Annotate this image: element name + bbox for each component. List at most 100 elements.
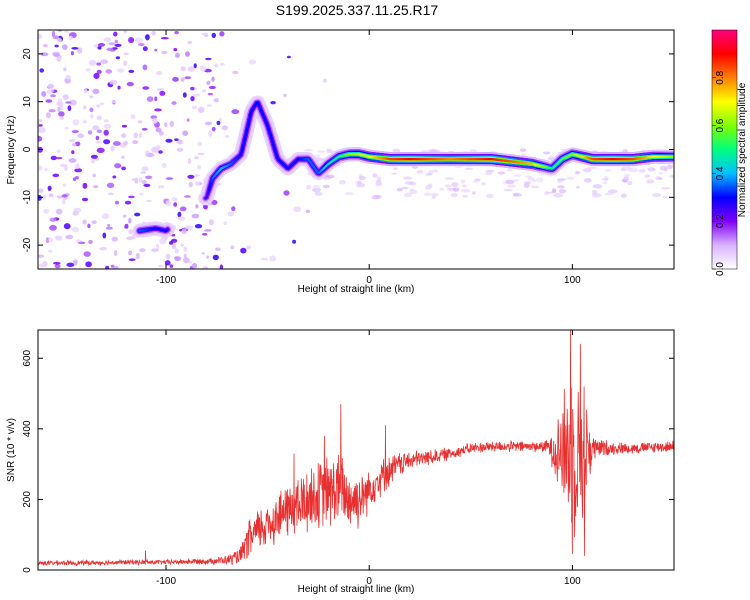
spectrogram-halo-blob: [502, 181, 511, 184]
spectrogram-halo-blob: [519, 149, 527, 152]
spectrogram-halo-blob: [372, 173, 378, 178]
spectrogram-noise-blob: [206, 255, 210, 259]
colorbar-tick-label: 0.2: [715, 214, 726, 228]
spectrogram-noise-blob: [83, 88, 88, 94]
spectrogram-noise-blob: [165, 177, 174, 180]
spectrogram-noise-blob: [146, 96, 154, 102]
snr-frame: [37, 329, 675, 571]
spectrogram-noise-blob: [142, 86, 150, 90]
spectrogram-noise-blob: [87, 223, 91, 229]
spectrogram-noise-blob: [201, 252, 205, 255]
colorbar-tick-label: 0.0: [715, 262, 726, 276]
spectrogram-halo-blob: [450, 193, 458, 198]
spectrogram-noise-blob: [117, 68, 125, 73]
spectrogram-noise-blob: [155, 127, 159, 132]
spectrogram-noise-blob: [40, 52, 49, 57]
spectrogram-noise-blob: [62, 183, 67, 187]
spectrogram-noise-blob: [106, 182, 115, 188]
spectrogram-noise-blob: [145, 175, 153, 179]
spectrogram-noise-blob: [130, 114, 136, 120]
spectrogram-noise-blob: [41, 91, 47, 97]
spectrogram-halo-blob: [652, 193, 662, 198]
spectrogram-noise-blob: [227, 211, 234, 217]
spectrogram-noise-blob: [199, 65, 207, 72]
spectrogram-noise-blob: [249, 59, 257, 65]
spectrogram-noise-blob: [95, 141, 102, 144]
spectrogram-noise-blob: [123, 140, 128, 146]
spectrogram-noise-blob: [106, 47, 114, 51]
spectrogram-y-tick-label: 10: [22, 96, 33, 108]
spectrogram-noise-blob: [140, 171, 146, 174]
spectrogram-noise-blob: [123, 30, 128, 33]
spectrogram-noise-blob: [61, 194, 68, 198]
spectrogram-noise-blob: [63, 94, 68, 101]
spectrogram-noise-blob: [88, 59, 97, 66]
spectrogram-noise-blob: [184, 195, 191, 198]
spectrogram-noise-blob: [50, 89, 55, 92]
spectrogram-noise-blob: [51, 30, 56, 38]
spectrogram-noise-blob: [65, 101, 72, 104]
spectrogram-noise-blob: [158, 264, 164, 268]
spectrogram-noise-blob: [123, 60, 128, 66]
spectrogram-noise-blob: [245, 245, 252, 250]
spectrogram-noise-blob: [204, 121, 212, 126]
spectrogram-noise-blob: [72, 143, 77, 147]
spectrogram-noise-blob: [185, 51, 190, 57]
spectrogram-noise-blob: [114, 163, 122, 169]
spectrogram-noise-blob: [165, 138, 173, 143]
spectrogram-noise-blob: [38, 124, 43, 127]
snr-plot-area: [38, 330, 674, 567]
spectrogram-noise-blob: [174, 30, 179, 35]
spectrogram-noise-blob: [56, 56, 62, 62]
spectrogram-noise-blob: [293, 206, 301, 213]
spectrogram-halo-blob: [481, 181, 486, 186]
spectrogram-noise-blob: [62, 44, 68, 50]
spectrogram-halo-blob: [543, 151, 551, 155]
spectrogram-halo-blob: [345, 192, 354, 196]
spectrogram-noise-blob: [88, 239, 93, 244]
spectrogram-noise-blob: [215, 247, 221, 252]
spectrogram-ridge-segment: [165, 228, 169, 232]
spectrogram-halo-blob: [326, 174, 335, 179]
spectrogram-noise-blob: [155, 243, 160, 250]
spectrogram-noise-blob: [117, 85, 121, 90]
spectrogram-noise-blob: [64, 30, 69, 34]
spectrogram-noise-blob: [138, 132, 143, 139]
spectrogram-halo-blob: [621, 178, 628, 183]
spectrogram-noise-blob: [186, 118, 190, 122]
spectrogram-noise-blob: [121, 133, 126, 138]
spectrogram-noise-blob: [96, 104, 101, 108]
spectrogram-noise-blob: [177, 139, 184, 145]
spectrogram-noise-blob: [194, 180, 200, 186]
spectrogram-noise-blob: [101, 213, 110, 220]
spectrogram-ridge: [132, 95, 674, 238]
spectrogram-x-ticks: -100 0 100: [156, 30, 581, 286]
spectrogram-halo-blob: [530, 185, 540, 189]
spectrogram-noise-blob: [71, 130, 79, 134]
spectrogram-noise-blob: [99, 246, 107, 251]
spectrogram-noise-blob: [219, 31, 225, 37]
spectrogram-noise-blob: [55, 208, 63, 215]
spectrogram-halo-blob: [513, 179, 520, 182]
snr-y-tick-label: 200: [22, 491, 33, 508]
spectrogram-noise-blob: [190, 86, 195, 91]
spectrogram-noise-blob: [138, 177, 143, 183]
spectrogram-noise-blob: [121, 124, 127, 128]
colorbar-tick-label: 0.8: [715, 70, 726, 84]
spectrogram-noise-blob: [223, 221, 227, 226]
spectrogram-noise-blob: [47, 185, 52, 191]
spectrogram-noise-blob: [113, 265, 119, 269]
spectrogram-noise-blob: [232, 70, 239, 75]
spectrogram-noise-blob: [205, 57, 212, 61]
spectrogram-halo-blob: [451, 182, 459, 188]
spectrogram-halo-blob: [322, 184, 330, 189]
spectrogram-halo-blob: [472, 180, 480, 183]
spectrogram-noise-blob: [105, 265, 110, 269]
spectrogram-noise-blob: [65, 234, 74, 240]
spectrogram-noise-blob: [62, 198, 66, 205]
colorbar-tick-label: 0.4: [715, 166, 726, 180]
spectrogram-noise-blob: [187, 66, 195, 72]
spectrogram-noise-blob: [121, 166, 126, 171]
spectrogram-noise-blob: [128, 258, 136, 262]
spectrogram-halo-blob: [531, 178, 537, 183]
